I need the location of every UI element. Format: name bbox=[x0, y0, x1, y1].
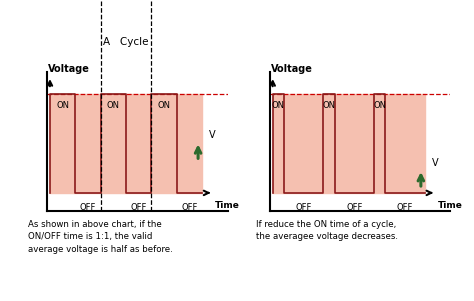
Text: Time: Time bbox=[438, 201, 463, 210]
Text: OFF: OFF bbox=[130, 203, 147, 212]
Text: As shown in above chart, if the
ON/OFF time is 1:1, the valid
average voltage is: As shown in above chart, if the ON/OFF t… bbox=[28, 220, 173, 254]
Text: V: V bbox=[209, 130, 215, 141]
Text: V: V bbox=[431, 158, 438, 168]
Text: OFF: OFF bbox=[295, 203, 312, 212]
Text: Voltage: Voltage bbox=[48, 64, 90, 74]
Text: ON: ON bbox=[322, 101, 336, 110]
Text: ON: ON bbox=[56, 101, 69, 110]
Text: A   Cycle: A Cycle bbox=[103, 36, 149, 47]
Text: OFF: OFF bbox=[346, 203, 363, 212]
Text: ON: ON bbox=[373, 101, 386, 110]
Text: Time: Time bbox=[215, 201, 240, 210]
Text: ON: ON bbox=[272, 101, 285, 110]
Text: OFF: OFF bbox=[397, 203, 413, 212]
Text: OFF: OFF bbox=[181, 203, 198, 212]
Text: ON: ON bbox=[107, 101, 120, 110]
Text: Voltage: Voltage bbox=[271, 64, 312, 74]
Text: OFF: OFF bbox=[80, 203, 96, 212]
Text: If reduce the ON time of a cycle,
the averagee voltage decreases.: If reduce the ON time of a cycle, the av… bbox=[256, 220, 398, 241]
Text: ON: ON bbox=[157, 101, 171, 110]
